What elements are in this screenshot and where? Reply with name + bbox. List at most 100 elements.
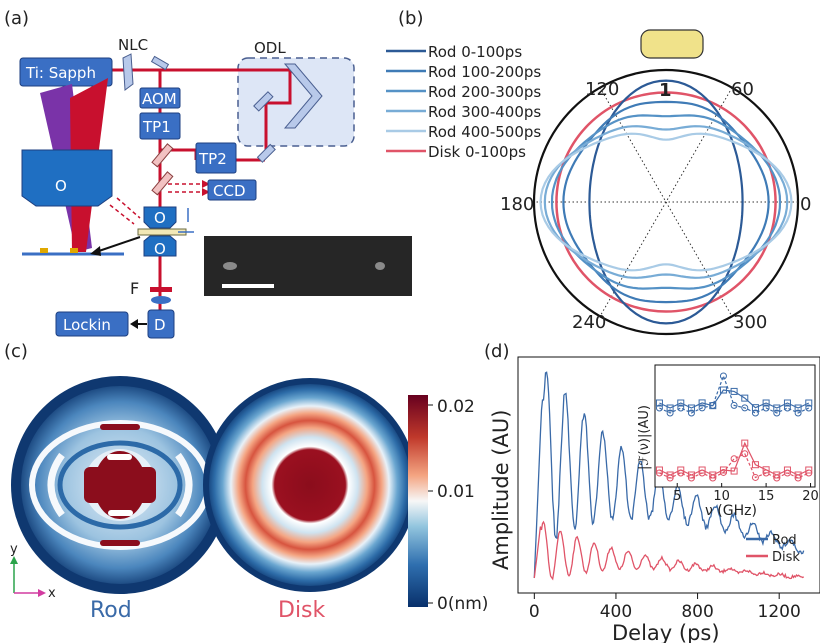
x-tick-label: 800 bbox=[681, 602, 713, 622]
legend-disk: Disk bbox=[772, 550, 800, 565]
disk-map bbox=[203, 378, 417, 592]
disk-spectrum-squares-marker bbox=[709, 471, 717, 479]
angle-label-60: 60 bbox=[731, 79, 754, 100]
disk-spectrum-squares bbox=[659, 441, 810, 476]
disk-trace bbox=[533, 520, 805, 581]
rod-map bbox=[11, 376, 229, 594]
disk-spectrum-squares-marker bbox=[805, 466, 813, 474]
panel-a-label: (a) bbox=[4, 8, 29, 29]
filter-label: F bbox=[130, 279, 139, 298]
axis-y-label: y bbox=[10, 542, 18, 557]
disk-spectrum-circles-marker bbox=[730, 455, 738, 463]
disk-spectrum-squares-marker bbox=[773, 471, 781, 479]
tp2-box bbox=[195, 142, 237, 174]
legend-rod: Rod bbox=[772, 533, 797, 548]
rod-curve bbox=[543, 125, 789, 279]
top-objective bbox=[143, 206, 177, 229]
trace-series bbox=[533, 371, 805, 581]
panel-d-label: (d) bbox=[484, 341, 509, 362]
large-objective bbox=[21, 149, 113, 207]
odl-retroreflector bbox=[283, 63, 323, 129]
inset-x-label: ν (GHz) bbox=[705, 503, 757, 519]
polar-legend: Rod 0-100ps Rod 100-200ps Rod 200-300ps Rod… bbox=[386, 43, 541, 161]
inset-spectra: 5 10 15 20 bbox=[655, 372, 819, 504]
angle-label-0: 0 bbox=[800, 194, 811, 215]
disk-spectrum-squares-marker bbox=[794, 471, 802, 479]
rod-curve bbox=[562, 100, 770, 304]
rod-spectrum-squares-marker bbox=[783, 399, 791, 407]
inset-tick-label: 15 bbox=[758, 489, 775, 504]
rod-spectrum-squares-marker bbox=[762, 399, 770, 407]
legend-entry: Rod 0-100ps bbox=[428, 43, 522, 61]
disk-spectrum-circles-marker bbox=[751, 473, 759, 481]
rod-spectrum-circles-marker bbox=[719, 372, 727, 380]
disk-map-label: Disk bbox=[278, 598, 326, 623]
rod-spectrum-squares-marker bbox=[698, 399, 706, 407]
radial-label: 1 bbox=[659, 80, 672, 101]
inset-y-label: |ℱ(ν)|(AU) bbox=[637, 405, 652, 470]
lockin-label: Lockin bbox=[63, 316, 111, 334]
disk-spectrum-squares-marker bbox=[730, 467, 738, 475]
disk-spectrum-squares-marker bbox=[655, 466, 663, 474]
colorbar-tick-max: 0.02 bbox=[437, 397, 475, 417]
rod-trace bbox=[533, 371, 805, 579]
rod-spectrum-squares-marker bbox=[751, 404, 759, 412]
colorbar bbox=[408, 395, 428, 607]
disk-spectrum-squares-marker bbox=[762, 466, 770, 474]
disk-curve bbox=[555, 91, 777, 313]
rod-curve bbox=[539, 132, 793, 272]
polar-curves bbox=[539, 79, 793, 325]
disk-spectrum-squares-marker bbox=[666, 471, 674, 479]
detector-box bbox=[147, 309, 175, 339]
panel-a-setup: (a) ODL Ti: Sapph NLC bbox=[4, 8, 412, 339]
laser-label: Ti: Sapph bbox=[25, 64, 96, 82]
nlc-label: NLC bbox=[118, 36, 148, 54]
inset-tick-label: 5 bbox=[673, 489, 681, 504]
x-tick-label: 0 bbox=[529, 602, 540, 622]
lockin-box bbox=[55, 311, 129, 337]
plot-frame bbox=[517, 356, 820, 594]
rod-spectrum-circles-marker bbox=[698, 404, 706, 412]
x-tick-label: 400 bbox=[600, 602, 632, 622]
rod-spectrum-circles-marker bbox=[773, 409, 781, 417]
rod-spectrum-squares-marker bbox=[655, 399, 663, 407]
legend-entry: Rod 200-300ps bbox=[428, 83, 541, 101]
colorbar-tick-min: 0(nm) bbox=[437, 594, 488, 614]
aom-box bbox=[139, 87, 181, 109]
disk-spectrum-squares-marker bbox=[677, 466, 685, 474]
rod-spectrum-circles bbox=[659, 374, 810, 414]
rod-spectrum-squares-marker bbox=[677, 399, 685, 407]
panel-c-maps: (c) Rod Disk y bbox=[4, 341, 488, 623]
rod-spectrum-squares bbox=[659, 389, 810, 409]
rod-spectrum-squares-marker bbox=[709, 402, 717, 410]
rod-spectrum-circles-marker bbox=[794, 409, 802, 417]
disk-spectrum-squares-marker bbox=[698, 466, 706, 474]
x-axis-ticks: 0 400 800 1200 bbox=[529, 593, 801, 622]
rod-spectrum-squares-marker bbox=[741, 394, 749, 402]
disk-spectrum-squares-marker bbox=[783, 466, 791, 474]
rod-curve bbox=[550, 114, 782, 290]
colorbar-tick-mid: 0.01 bbox=[437, 482, 475, 502]
rod-spectrum-squares-marker bbox=[719, 386, 727, 394]
nlc-crystal bbox=[122, 53, 134, 91]
disk-spectrum-squares-marker bbox=[751, 461, 759, 469]
rod-spectrum-circles-marker bbox=[730, 401, 738, 409]
top-objective-label: O bbox=[154, 209, 166, 227]
legend-entry: Rod 300-400ps bbox=[428, 103, 541, 121]
panel-b-polar: (b) Rod 0-100ps Rod 100-200ps Rod 200-300p… bbox=[386, 8, 811, 336]
rod-spectrum-squares-marker bbox=[805, 399, 813, 407]
ccd-box bbox=[207, 179, 257, 201]
bottom-objective bbox=[143, 235, 177, 257]
ccd-label: CCD bbox=[213, 182, 246, 200]
rod-spectrum-squares-marker bbox=[687, 404, 695, 412]
rod-spectrum-circles-marker bbox=[687, 409, 695, 417]
angle-label-120: 120 bbox=[585, 79, 619, 100]
angle-label-180: 180 bbox=[500, 194, 534, 215]
odl-label: ODL bbox=[254, 39, 286, 57]
rod-spectrum-squares-marker bbox=[666, 404, 674, 412]
y-axis-label: Amplitude (AU) bbox=[489, 410, 513, 570]
inset-tick-label: 10 bbox=[713, 489, 730, 504]
angle-label-240: 240 bbox=[572, 312, 606, 333]
tp1-box bbox=[139, 112, 181, 140]
x-axis-label: Delay (ps) bbox=[612, 621, 720, 643]
